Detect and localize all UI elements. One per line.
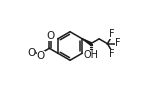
- Text: F: F: [110, 49, 115, 59]
- Text: O: O: [37, 51, 45, 61]
- Text: O: O: [27, 48, 35, 58]
- Text: O: O: [46, 31, 54, 41]
- Text: O: O: [37, 51, 45, 61]
- Text: OH: OH: [83, 50, 98, 60]
- Text: F: F: [110, 29, 115, 39]
- Polygon shape: [82, 39, 91, 45]
- Text: O: O: [46, 31, 54, 41]
- Text: O: O: [27, 48, 35, 58]
- Text: F: F: [115, 38, 121, 48]
